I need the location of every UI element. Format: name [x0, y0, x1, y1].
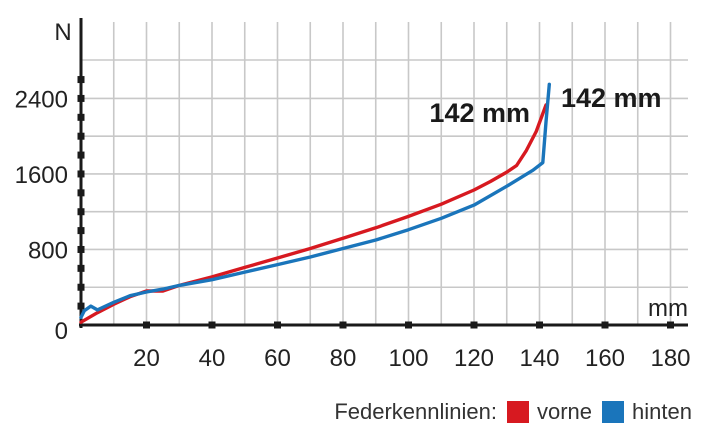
x-tick-mark: [667, 321, 674, 329]
series-line-hinten: [79, 82, 551, 320]
y-tick-mark: [77, 94, 85, 102]
y-tick-mark: [77, 170, 85, 178]
x-tick-label: 80: [330, 345, 357, 372]
x-tick-mark: [536, 321, 543, 329]
x-tick-mark: [339, 321, 347, 329]
legend-entry-vorne: vorne: [497, 399, 592, 425]
y-tick-mark: [77, 151, 85, 159]
y-tick-mark: [77, 283, 85, 291]
x-tick-label: 60: [264, 345, 291, 372]
x-tick-mark: [601, 321, 609, 329]
y-tick-mark: [77, 245, 85, 253]
legend: Federkennlinien: vorne hinten: [334, 394, 692, 430]
legend-label-hinten: hinten: [632, 399, 692, 424]
series-lines: [79, 82, 551, 324]
y-tick-mark: [77, 227, 85, 235]
y-tick-mark: [77, 132, 85, 140]
x-tick-label: 40: [199, 345, 226, 372]
y-tick-label: 2400: [15, 86, 68, 113]
y-tick-mark: [77, 302, 85, 310]
legend-swatch-hinten: [602, 401, 625, 423]
x-tick-label: 180: [650, 345, 690, 372]
x-tick-mark: [405, 321, 412, 329]
y-tick-label: 800: [28, 237, 68, 264]
x-tick-mark: [274, 321, 281, 329]
legend-swatch-vorne: [507, 401, 529, 423]
y-tick-label: 1600: [15, 162, 68, 189]
y-tick-label: 0: [55, 318, 68, 345]
x-tick-label: 140: [519, 345, 559, 372]
axes: [77, 18, 688, 329]
x-tick-mark: [470, 321, 478, 329]
x-tick-label: 20: [133, 345, 160, 372]
grid: [81, 22, 688, 325]
x-tick-label: 160: [585, 345, 625, 372]
annotation-vorne: 142 mm: [429, 98, 530, 128]
y-tick-mark: [77, 189, 85, 197]
legend-title: Federkennlinien:: [334, 399, 497, 424]
x-tick-label: 100: [388, 345, 428, 372]
legend-label-vorne: vorne: [537, 399, 593, 424]
y-tick-mark: [77, 208, 85, 216]
tick-labels: 20 40 60 80 100 120 140 160 180 0 800 1600 2400: [15, 86, 691, 372]
x-axis-unit: mm: [648, 295, 688, 322]
y-tick-mark: [77, 76, 85, 84]
legend-entry-hinten: hinten: [592, 399, 692, 425]
x-tick-mark: [208, 321, 216, 329]
annotation-hinten: 142 mm: [561, 83, 662, 113]
y-tick-mark: [77, 113, 85, 121]
y-tick-mark: [77, 264, 85, 272]
x-tick-label: 120: [454, 345, 494, 372]
x-tick-mark: [143, 321, 150, 329]
y-axis-unit: N: [54, 19, 71, 46]
